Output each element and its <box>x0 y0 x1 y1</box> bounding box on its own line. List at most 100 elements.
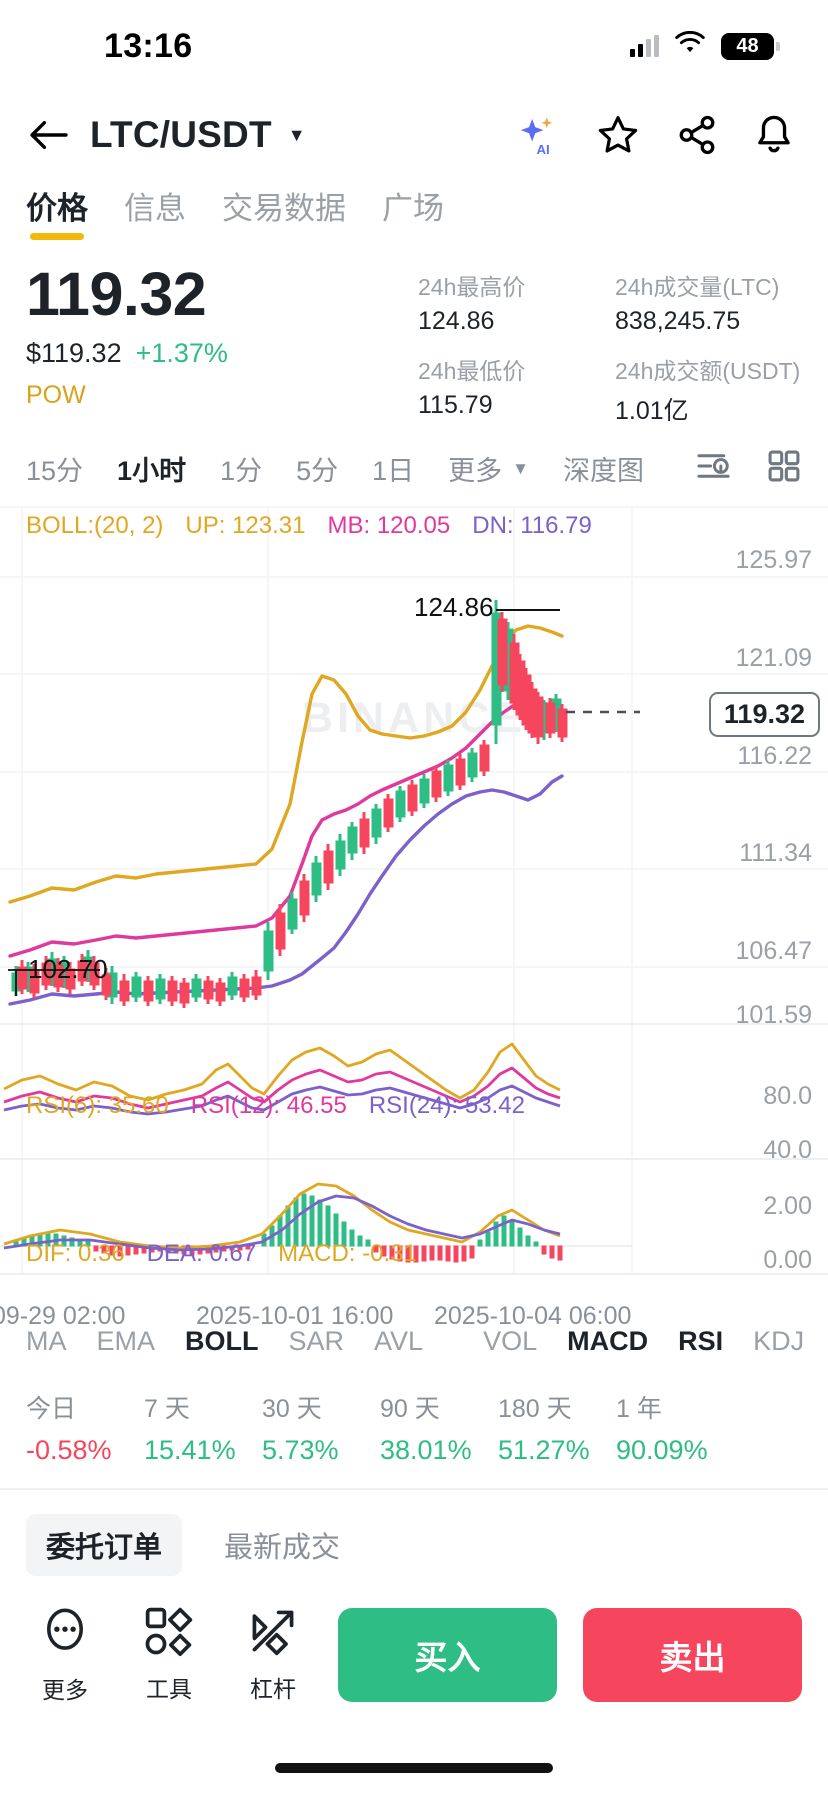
price-axis-tick: 116.22 <box>737 742 812 770</box>
low-price-annotation: 102.70 <box>28 954 108 984</box>
tools-shapes-icon <box>143 1605 195 1662</box>
status-bar: 13:16 48 <box>0 0 828 92</box>
perf-today: 今日 -0.58% <box>26 1389 144 1466</box>
perf-90d: 90 天 38.01% <box>380 1389 498 1466</box>
depth-chart-button[interactable]: 深度图 <box>563 456 644 486</box>
indicator-ema[interactable]: EMA <box>96 1326 156 1356</box>
tab-recent-trades[interactable]: 最新成交 <box>224 1532 341 1564</box>
timeframe-1m[interactable]: 1分 <box>220 456 263 486</box>
stat-label: 24h最高价 <box>418 274 526 300</box>
fiat-price: $119.32 <box>26 338 122 369</box>
indicator-kdj[interactable]: KDJ <box>753 1326 805 1356</box>
svg-text:AI: AI <box>537 142 550 157</box>
macd-axis-tick: 0.00 <box>763 1246 812 1274</box>
chevron-down-icon[interactable]: ▼ <box>287 124 306 145</box>
perf-value: -0.58% <box>26 1435 112 1465</box>
macd-legend: DIF: 0.36 DEA: 0.67 MACD: -0.31 <box>26 1240 417 1268</box>
indicator-boll[interactable]: BOLL <box>185 1326 259 1356</box>
leverage-arrow-icon <box>247 1605 299 1662</box>
perf-1y: 1 年 90.09% <box>616 1389 734 1466</box>
rsi24-value: RSI(24): 53.42 <box>368 1092 525 1119</box>
section-tabs: 价格 信息 交易数据 广场 <box>0 178 828 240</box>
grid-layout-icon[interactable] <box>766 449 802 488</box>
stat-24h-low: 24h最低价 115.79 <box>418 352 605 427</box>
indicator-macd[interactable]: MACD <box>567 1326 649 1356</box>
perf-value: 15.41% <box>144 1435 236 1465</box>
market-stats: 24h最高价 124.86 24h成交量(LTC) 838,245.75 24h… <box>418 262 802 427</box>
stat-24h-turnover: 24h成交额(USDT) 1.01亿 <box>615 352 802 427</box>
indicator-rsi[interactable]: RSI <box>678 1326 724 1356</box>
chevron-down-icon: ▼ <box>512 458 529 478</box>
perf-label: 30 天 <box>262 1395 322 1423</box>
leverage-label: 杠杆 <box>250 1676 296 1702</box>
indicator-ma[interactable]: MA <box>26 1326 67 1356</box>
time-axis-tick: 2025-10-04 06:00 <box>434 1302 632 1330</box>
stat-value: 838,245.75 <box>615 307 741 335</box>
tab-info[interactable]: 信息 <box>124 191 186 226</box>
price-axis-tick: 111.34 <box>739 839 812 867</box>
time-axis-tick: 09-29 02:00 <box>0 1302 126 1330</box>
price-axis-tick: 121.09 <box>735 644 812 672</box>
chart-settings-icon[interactable] <box>696 449 734 488</box>
leverage-button[interactable]: 杠杆 <box>234 1605 312 1704</box>
timeframe-1h[interactable]: 1小时 <box>117 456 187 486</box>
cellular-bars-icon <box>630 35 659 57</box>
perf-7d: 7 天 15.41% <box>144 1389 262 1466</box>
tab-price[interactable]: 价格 <box>26 183 88 240</box>
indicator-tabs: MA EMA BOLL SAR AVL VOL MACD RSI KDJ <box>0 1304 828 1379</box>
buy-button[interactable]: 买入 <box>338 1607 557 1702</box>
indicator-vol[interactable]: VOL <box>483 1326 538 1356</box>
timeframe-more-label: 更多 <box>448 456 503 486</box>
more-button[interactable]: 更多 <box>26 1604 104 1705</box>
stat-value: 124.86 <box>418 307 495 335</box>
status-time: 13:16 <box>104 26 193 65</box>
price-change-pct: +1.37% <box>135 338 228 369</box>
star-icon[interactable] <box>596 114 640 156</box>
perf-label: 90 天 <box>380 1395 440 1423</box>
home-indicator <box>275 1763 553 1773</box>
tab-square[interactable]: 广场 <box>382 191 444 226</box>
boll-label: BOLL:(20, 2) <box>26 512 164 539</box>
rsi6-value: RSI(6): 35.60 <box>26 1092 169 1119</box>
stat-24h-high: 24h最高价 124.86 <box>418 268 605 336</box>
price-main: 119.32 $119.32 +1.37% POW <box>26 262 418 427</box>
perf-value: 5.73% <box>262 1435 339 1465</box>
timeframe-15m[interactable]: 15分 <box>26 456 84 486</box>
perf-value: 51.27% <box>498 1435 590 1465</box>
last-price: 119.32 <box>26 260 207 328</box>
tools-button[interactable]: 工具 <box>130 1605 208 1704</box>
timeframe-more-button[interactable]: 更多 ▼ <box>448 449 529 488</box>
stat-label: 24h最低价 <box>418 358 526 384</box>
sell-button[interactable]: 卖出 <box>583 1607 802 1702</box>
stat-label: 24h成交额(USDT) <box>615 358 801 384</box>
indicator-avl[interactable]: AVL <box>374 1326 424 1356</box>
more-label: 更多 <box>42 1677 88 1703</box>
price-secondary: $119.32 +1.37% <box>26 338 418 369</box>
stat-value: 1.01亿 <box>615 397 689 425</box>
tab-open-orders[interactable]: 委托订单 <box>26 1514 183 1576</box>
timeframe-bar: 15分 1小时 1分 5分 1日 更多 ▼ 深度图 <box>0 435 828 504</box>
timeframe-1d[interactable]: 1日 <box>372 456 415 486</box>
trading-pair-title[interactable]: LTC/USDT <box>90 114 272 155</box>
boll-legend: BOLL:(20, 2) UP: 123.31 MB: 120.05 DN: 1… <box>26 512 592 540</box>
perf-value: 90.09% <box>616 1435 708 1465</box>
indicator-sar[interactable]: SAR <box>288 1326 345 1356</box>
share-icon[interactable] <box>676 114 718 156</box>
back-arrow-icon[interactable] <box>26 112 72 158</box>
macd-value: MACD: -0.31 <box>278 1240 417 1267</box>
perf-label: 今日 <box>26 1395 77 1423</box>
stat-24h-volume: 24h成交量(LTC) 838,245.75 <box>615 268 802 336</box>
ai-sparkle-icon[interactable]: AI <box>516 113 560 157</box>
pow-badge[interactable]: POW <box>26 381 86 410</box>
perf-label: 7 天 <box>144 1395 190 1423</box>
boll-dn-value: DN: 116.79 <box>472 512 592 539</box>
tab-trade-data[interactable]: 交易数据 <box>222 191 346 226</box>
chart-area[interactable]: BINANCE <box>0 504 828 1330</box>
perf-label: 1 年 <box>616 1395 662 1423</box>
perf-label: 180 天 <box>498 1395 572 1423</box>
stat-value: 115.79 <box>418 391 493 419</box>
timeframe-5m[interactable]: 5分 <box>296 456 339 486</box>
tools-label: 工具 <box>146 1676 192 1702</box>
macd-dea-value: DEA: 0.67 <box>146 1240 257 1267</box>
bell-icon[interactable] <box>754 113 794 157</box>
